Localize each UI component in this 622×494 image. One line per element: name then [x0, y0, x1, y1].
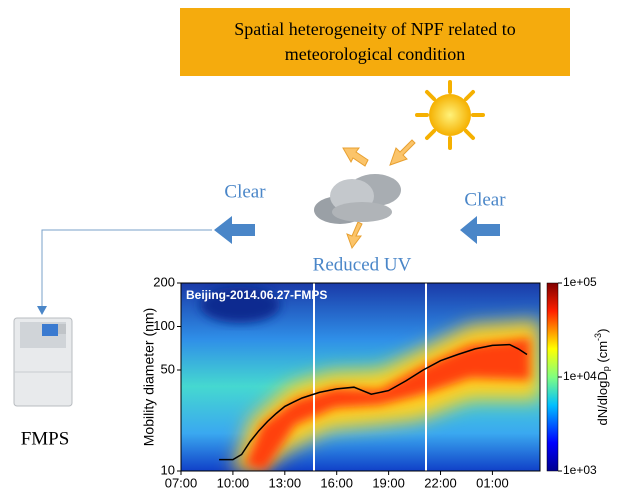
colorbar-tick-label: 1e+05	[563, 275, 597, 289]
clear-label: Clear	[224, 181, 266, 202]
connector-arrowhead	[37, 306, 47, 315]
fmps-device	[14, 318, 72, 406]
y-tick-label: 10	[161, 462, 175, 477]
heatmap	[181, 283, 540, 471]
cloud	[314, 174, 401, 224]
y-tick-label: 100	[153, 318, 175, 333]
colorbar-tick-label: 1e+04	[563, 369, 597, 383]
sun	[417, 82, 483, 148]
reduced-uv-label: Reduced UV	[313, 254, 412, 275]
x-tick-label: 16:00	[320, 475, 353, 490]
colorbar-label-part: (cm	[595, 341, 610, 366]
colorbar-tick-label: 1e+03	[563, 463, 597, 477]
clear-label: Clear	[464, 189, 506, 210]
colorbar-label-part: dN/dlogD	[595, 371, 610, 425]
plot-title: Beijing-2014.06.27-FMPS	[186, 288, 327, 302]
instrument-label: FMPS	[21, 428, 70, 449]
y-tick-label: 200	[153, 274, 175, 289]
x-tick-label: 10:00	[217, 475, 250, 490]
colorbar-label-sup: -3	[593, 333, 603, 341]
graphical-abstract: Spatial heterogeneity of NPF related to …	[0, 0, 622, 494]
colorbar	[547, 283, 558, 471]
x-tick-label: 13:00	[269, 475, 302, 490]
x-tick-label: 19:00	[372, 475, 405, 490]
x-tick-label: 01:00	[476, 475, 509, 490]
x-tick-label: 07:00	[165, 475, 198, 490]
title-line: meteorological condition	[285, 44, 465, 64]
x-tick-label: 22:00	[424, 475, 457, 490]
colorbar-label-part: )	[595, 329, 610, 333]
title-line: Spatial heterogeneity of NPF related to	[234, 19, 515, 39]
y-tick-label: 50	[161, 361, 175, 376]
